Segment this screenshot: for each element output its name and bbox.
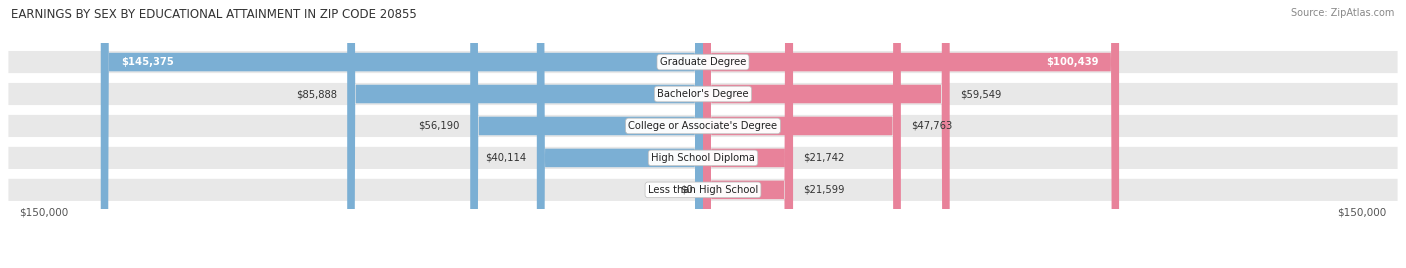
Text: $21,599: $21,599: [803, 185, 845, 195]
Text: EARNINGS BY SEX BY EDUCATIONAL ATTAINMENT IN ZIP CODE 20855: EARNINGS BY SEX BY EDUCATIONAL ATTAINMEN…: [11, 8, 418, 21]
Text: Less than High School: Less than High School: [648, 185, 758, 195]
FancyBboxPatch shape: [703, 0, 901, 268]
Text: $56,190: $56,190: [419, 121, 460, 131]
FancyBboxPatch shape: [347, 0, 703, 268]
FancyBboxPatch shape: [703, 0, 793, 268]
Text: $150,000: $150,000: [20, 207, 69, 217]
Text: High School Diploma: High School Diploma: [651, 153, 755, 163]
Text: $40,114: $40,114: [485, 153, 526, 163]
Text: $100,439: $100,439: [1046, 57, 1098, 67]
Text: $21,742: $21,742: [803, 153, 845, 163]
Text: $47,763: $47,763: [911, 121, 952, 131]
Text: $150,000: $150,000: [1337, 207, 1386, 217]
FancyBboxPatch shape: [7, 114, 1399, 138]
Text: $59,549: $59,549: [960, 89, 1001, 99]
Text: $145,375: $145,375: [121, 57, 174, 67]
FancyBboxPatch shape: [470, 0, 703, 268]
FancyBboxPatch shape: [101, 0, 703, 268]
FancyBboxPatch shape: [7, 177, 1399, 202]
FancyBboxPatch shape: [703, 0, 793, 268]
Text: $0: $0: [681, 185, 693, 195]
Text: Graduate Degree: Graduate Degree: [659, 57, 747, 67]
Text: $85,888: $85,888: [295, 89, 337, 99]
FancyBboxPatch shape: [703, 0, 949, 268]
FancyBboxPatch shape: [703, 0, 1119, 268]
Text: Source: ZipAtlas.com: Source: ZipAtlas.com: [1291, 8, 1395, 18]
FancyBboxPatch shape: [7, 146, 1399, 170]
FancyBboxPatch shape: [7, 81, 1399, 106]
FancyBboxPatch shape: [537, 0, 703, 268]
FancyBboxPatch shape: [7, 50, 1399, 75]
Text: College or Associate's Degree: College or Associate's Degree: [628, 121, 778, 131]
Text: Bachelor's Degree: Bachelor's Degree: [657, 89, 749, 99]
